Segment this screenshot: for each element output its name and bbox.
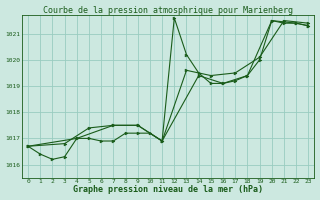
- Title: Courbe de la pression atmosphrique pour Marienberg: Courbe de la pression atmosphrique pour …: [43, 6, 293, 15]
- X-axis label: Graphe pression niveau de la mer (hPa): Graphe pression niveau de la mer (hPa): [73, 185, 263, 194]
